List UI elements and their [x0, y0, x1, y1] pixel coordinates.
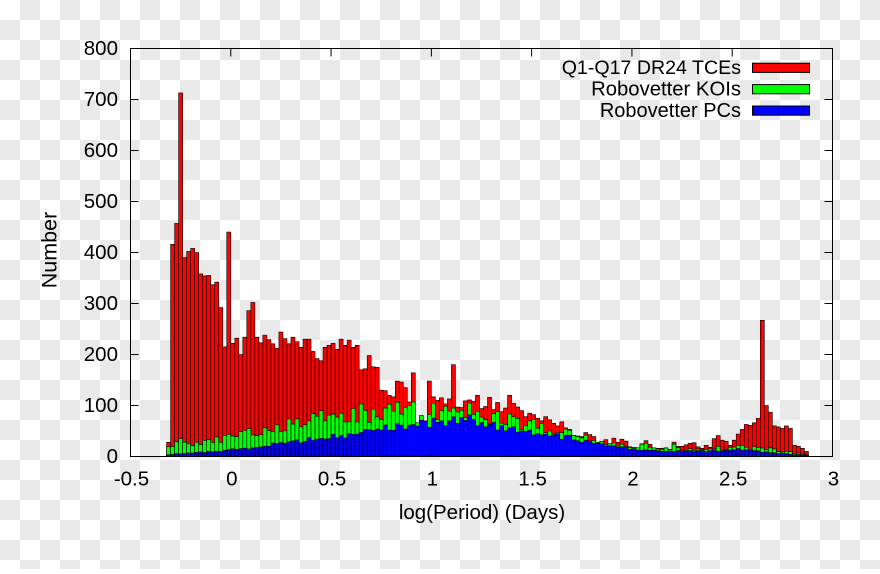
- svg-text:1: 1: [427, 467, 438, 490]
- svg-text:Q1-Q17 DR24 TCEs: Q1-Q17 DR24 TCEs: [562, 57, 742, 79]
- svg-text:-0.5: -0.5: [114, 467, 149, 490]
- svg-text:2.5: 2.5: [719, 467, 748, 490]
- svg-text:700: 700: [84, 88, 118, 111]
- svg-text:Number: Number: [38, 212, 62, 288]
- svg-text:log(Period) (Days): log(Period) (Days): [399, 501, 565, 524]
- svg-text:400: 400: [84, 241, 118, 264]
- svg-text:100: 100: [84, 394, 118, 417]
- svg-text:200: 200: [84, 343, 118, 366]
- svg-text:Robovetter PCs: Robovetter PCs: [600, 100, 741, 122]
- svg-text:2: 2: [627, 467, 638, 490]
- svg-text:1.5: 1.5: [518, 467, 547, 490]
- svg-text:3: 3: [828, 467, 839, 490]
- svg-text:500: 500: [84, 190, 118, 213]
- svg-text:0: 0: [226, 467, 237, 490]
- svg-text:Robovetter KOIs: Robovetter KOIs: [591, 79, 741, 101]
- svg-text:300: 300: [84, 292, 118, 315]
- svg-text:600: 600: [84, 139, 118, 162]
- svg-text:0: 0: [107, 445, 118, 468]
- svg-text:800: 800: [84, 37, 118, 60]
- svg-text:0.5: 0.5: [318, 467, 347, 490]
